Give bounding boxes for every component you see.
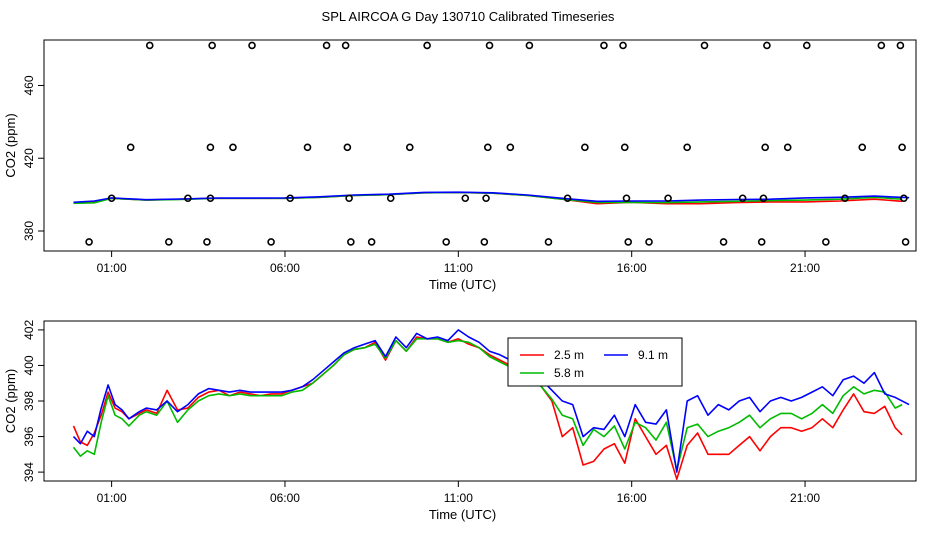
chart-title: SPL AIRCOA G Day 130710 Calibrated Times… xyxy=(321,9,615,24)
top-data-point xyxy=(563,194,572,203)
top-data-point xyxy=(165,238,173,246)
top-data-point xyxy=(783,143,792,152)
top-data-point xyxy=(544,238,553,246)
top-data-point xyxy=(184,194,192,203)
top-data-point xyxy=(898,143,906,152)
top-data-point xyxy=(145,41,154,50)
legend-box xyxy=(507,337,683,387)
bottom-x-axis-label: Time (UTC) xyxy=(429,507,496,522)
top-data-point xyxy=(719,238,728,246)
top-data-point xyxy=(822,238,830,246)
top-data-point xyxy=(620,143,629,152)
bottom-y-tick-label: 396 xyxy=(22,426,36,446)
top-x-tick-label: 11:00 xyxy=(444,261,473,275)
top-data-point xyxy=(664,194,672,203)
top-x-axis-label: Time (UTC) xyxy=(429,277,496,292)
top-data-point xyxy=(347,238,355,246)
top-data-point xyxy=(248,41,256,50)
top-y-tick-label: 460 xyxy=(22,75,36,95)
top-data-point xyxy=(480,238,489,246)
top-x-tick-label: 16:00 xyxy=(617,261,647,275)
top-x-tick-label: 06:00 xyxy=(270,261,300,275)
top-data-point xyxy=(700,41,709,50)
bottom-x-tick-label: 16:00 xyxy=(617,491,647,505)
legend-label-91m: 9.1 m xyxy=(638,348,668,362)
top-data-point xyxy=(267,238,275,246)
top-data-point xyxy=(206,194,215,203)
top-data-point xyxy=(286,194,294,203)
bottom-y-tick-label: 400 xyxy=(22,355,36,375)
top-data-point xyxy=(622,194,631,203)
top-data-point xyxy=(645,238,653,246)
top-data-point xyxy=(367,238,376,246)
top-x-tick-label: 21:00 xyxy=(790,261,820,275)
bottom-x-tick-label: 01:00 xyxy=(97,491,127,505)
top-data-point xyxy=(901,238,910,246)
bottom-plot-frame xyxy=(43,320,917,482)
top-data-point xyxy=(345,194,353,203)
bottom-x-tick-label: 11:00 xyxy=(444,491,473,505)
top-data-point xyxy=(229,143,237,152)
top-data-point xyxy=(738,194,747,203)
top-data-point xyxy=(896,41,905,50)
top-data-point xyxy=(107,194,116,203)
top-data-point xyxy=(206,143,215,152)
top-data-point xyxy=(683,143,691,152)
bottom-series-line-25m xyxy=(72,336,903,481)
top-data-point xyxy=(343,143,352,152)
bottom-x-tick-label: 21:00 xyxy=(790,491,820,505)
top-data-point xyxy=(461,194,470,203)
top-data-point xyxy=(303,143,312,152)
top-data-point xyxy=(386,194,395,203)
top-data-point xyxy=(761,143,769,152)
top-data-point xyxy=(525,41,534,50)
legend-label-25m: 2.5 m xyxy=(554,348,584,362)
top-data-point xyxy=(619,41,627,50)
top-data-point xyxy=(482,194,490,203)
top-data-point xyxy=(581,143,589,152)
bottom-x-tick-label: 06:00 xyxy=(270,491,300,505)
top-data-point xyxy=(757,238,766,246)
top-data-point xyxy=(763,41,771,50)
bottom-series-line-58m xyxy=(72,337,903,472)
bottom-y-tick-label: 398 xyxy=(22,391,36,411)
bottom-y-tick-label: 402 xyxy=(22,320,36,340)
legend-label-58m: 5.8 m xyxy=(554,366,584,380)
top-data-point xyxy=(203,238,211,246)
top-x-tick-label: 01:00 xyxy=(97,261,127,275)
bottom-y-axis-label: CO2 (ppm) xyxy=(3,369,18,433)
top-series-line-91m xyxy=(73,191,910,204)
top-data-point xyxy=(900,194,908,203)
top-y-tick-label: 380 xyxy=(22,221,36,241)
top-data-point xyxy=(405,143,414,152)
bottom-y-tick-label: 394 xyxy=(22,462,36,482)
top-data-point xyxy=(506,143,515,152)
top-data-point xyxy=(484,143,492,152)
top-data-point xyxy=(759,194,768,203)
top-data-point xyxy=(877,41,886,50)
top-data-point xyxy=(85,238,93,246)
top-data-point xyxy=(322,41,331,50)
top-data-point xyxy=(600,41,608,50)
top-data-point xyxy=(858,143,867,152)
top-data-point xyxy=(341,41,350,50)
top-data-point xyxy=(442,238,450,246)
top-y-axis-label: CO2 (ppm) xyxy=(3,113,18,177)
top-data-point xyxy=(423,41,431,50)
top-data-point xyxy=(126,143,135,152)
top-data-point xyxy=(624,238,633,246)
top-data-point xyxy=(802,41,811,50)
top-data-point xyxy=(485,41,494,50)
top-plot-frame xyxy=(43,39,917,252)
top-data-point xyxy=(841,194,849,203)
bottom-series-line-91m xyxy=(72,329,910,473)
top-y-tick-label: 420 xyxy=(22,148,36,168)
top-data-point xyxy=(208,41,216,50)
